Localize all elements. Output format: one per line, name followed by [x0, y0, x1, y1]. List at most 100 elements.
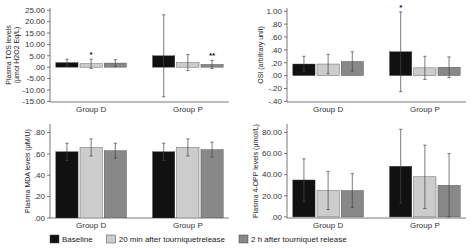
bar	[153, 152, 175, 218]
y-tick-label: 1.00	[266, 7, 282, 16]
error-bar	[327, 54, 330, 73]
error-bar	[399, 129, 402, 203]
y-tick	[284, 49, 287, 50]
y-tick-label: .20	[34, 192, 46, 201]
error-bar	[162, 143, 165, 160]
error-bar	[302, 159, 305, 201]
x-tick-label: Group P	[410, 105, 440, 114]
x-tick-label: Group D	[76, 105, 106, 114]
y-tick-label: 20.00	[262, 192, 283, 201]
error-bar	[423, 145, 426, 208]
legend-swatch	[107, 235, 116, 243]
y-tick-label: .80	[271, 20, 283, 29]
panel: .00 20.00 40.00 60.00 80.00Plasma 4-OPP leve…	[252, 124, 466, 230]
legend-label: 20 min after tourniquetrelease	[119, 235, 226, 244]
error-bar	[327, 172, 330, 210]
panel: -15.00-10.00-5.00.005.0010.0015.0020.002…	[5, 6, 229, 114]
legend-label: Baseline	[62, 235, 93, 244]
error-bar	[210, 142, 213, 157]
legend: Baseline 20 min after tourniquetrelease 2 …	[50, 235, 347, 244]
annotation: *	[90, 50, 94, 59]
y-tick	[47, 21, 50, 22]
y-tick	[284, 36, 287, 37]
error-bar	[65, 59, 68, 66]
y-tick	[284, 62, 287, 63]
y-tick	[47, 132, 50, 133]
y-tick	[47, 175, 50, 176]
error-bar	[447, 57, 450, 78]
error-bar	[351, 174, 354, 208]
y-tick-label: -.40	[268, 97, 282, 106]
y-tick	[284, 132, 287, 133]
y-axis-line	[287, 8, 288, 102]
x-tick-label: Group P	[410, 221, 440, 230]
y-tick	[47, 55, 50, 56]
x-axis-line	[287, 218, 466, 219]
error-bar	[302, 56, 305, 71]
error-bar	[447, 154, 450, 217]
error-bar	[210, 60, 213, 68]
x-tick-label: Group D	[313, 221, 343, 230]
y-tick-label: .40	[271, 46, 283, 55]
y-tick	[284, 216, 287, 217]
y-tick-label: 10.00	[25, 40, 46, 49]
y-tick	[47, 218, 50, 219]
y-tick-label: 20.00	[25, 17, 46, 26]
y-tick-label: .00	[34, 63, 46, 72]
y-tick-label: 60.00	[262, 149, 283, 158]
y-tick	[47, 33, 50, 34]
y-tick	[284, 101, 287, 102]
error-bar	[162, 15, 165, 97]
y-tick	[284, 195, 287, 196]
bar	[201, 150, 223, 218]
y-axis-line	[50, 124, 51, 218]
annotation: **	[209, 51, 216, 60]
legend-swatch	[239, 235, 248, 243]
y-tick-label: .60	[271, 33, 283, 42]
y-tick-label: .80	[34, 128, 46, 137]
y-tick-label: 80.00	[262, 128, 283, 137]
y-tick-label: .60	[34, 150, 46, 159]
error-bar	[65, 143, 68, 160]
y-tick-label: 25.00	[25, 6, 46, 15]
y-axis-label: Plasma MDA levels (μM/U)	[24, 129, 32, 213]
y-tick	[47, 196, 50, 197]
y-axis-label: Plasma 4-OPP levels (μmol/L)	[252, 124, 260, 218]
y-tick	[284, 174, 287, 175]
y-tick	[47, 10, 50, 11]
y-tick-label: 15.00	[25, 29, 46, 38]
y-tick-label: .00	[34, 214, 46, 223]
y-tick	[47, 44, 50, 45]
marks	[293, 129, 460, 217]
y-tick-label: .20	[271, 59, 283, 68]
bar	[56, 152, 78, 218]
x-tick-label: Group P	[173, 221, 203, 230]
marks	[293, 12, 460, 92]
error-bar	[399, 12, 402, 92]
y-tick-label: -15.00	[22, 97, 45, 106]
y-tick	[284, 88, 287, 89]
y-axis-label: Plasma TOS levels(μmol H2O2 Eq/L)	[5, 25, 21, 85]
x-axis-line	[50, 102, 229, 103]
y-tick	[47, 67, 50, 68]
error-bar	[114, 60, 117, 67]
y-tick	[284, 153, 287, 154]
legend-label: 2 h after tourniquet release	[251, 235, 347, 244]
figure: -15.00-10.00-5.00.005.0010.0015.0020.002…	[0, 0, 474, 248]
legend-swatch	[50, 235, 59, 243]
error-bar	[90, 139, 93, 156]
y-tick	[284, 24, 287, 25]
bar	[177, 148, 199, 219]
error-bar	[423, 56, 426, 79]
annotations: ***	[90, 50, 217, 60]
y-tick	[47, 89, 50, 90]
x-tick-label: Group P	[173, 105, 203, 114]
error-bar	[186, 55, 189, 71]
y-tick	[284, 11, 287, 12]
y-tick-label: 40.00	[262, 170, 283, 179]
y-tick	[47, 153, 50, 154]
y-tick-label: .00	[271, 213, 283, 222]
y-axis-line	[50, 8, 51, 102]
marks	[56, 139, 223, 218]
y-tick	[47, 101, 50, 102]
